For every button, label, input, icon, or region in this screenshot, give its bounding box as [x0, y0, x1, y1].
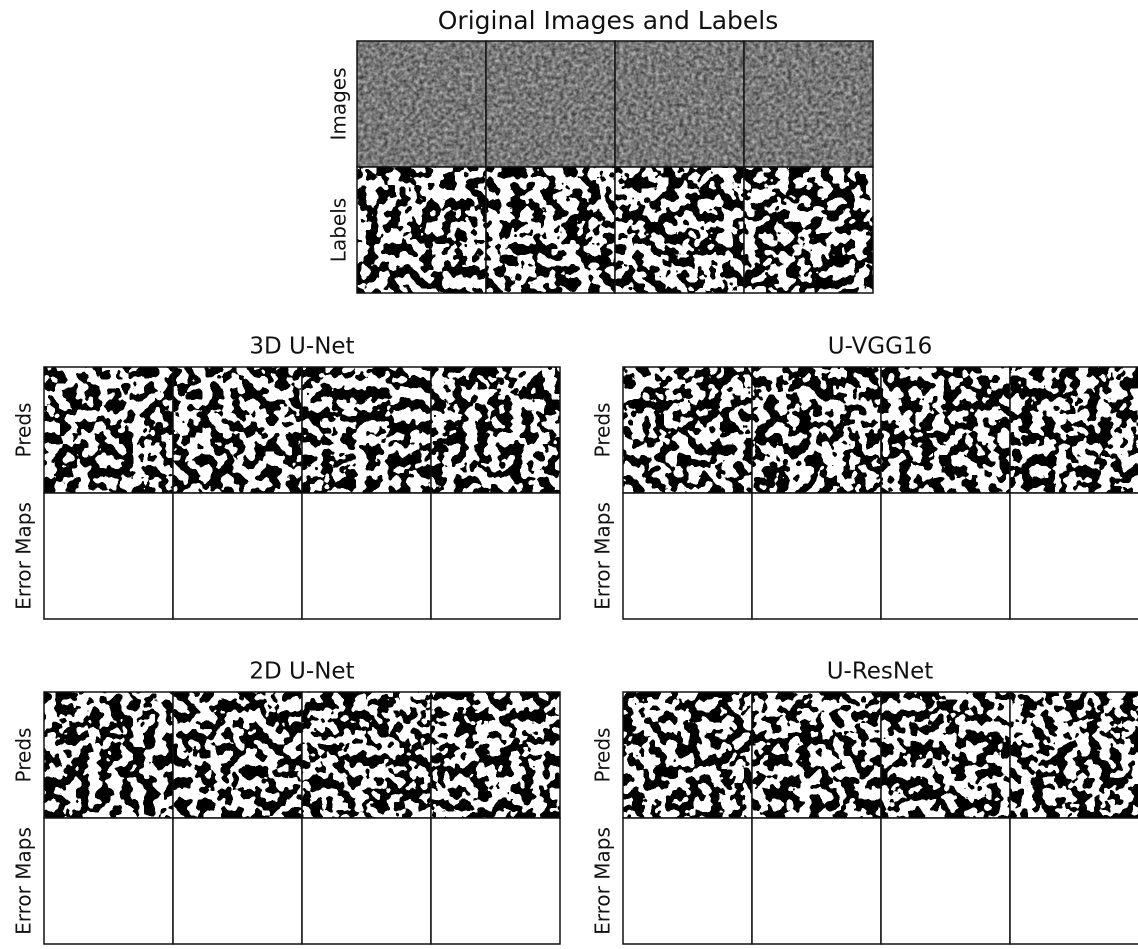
figure-title: Original Images and Labels — [438, 6, 779, 35]
image-tile — [486, 167, 615, 293]
image-tile — [744, 41, 873, 167]
row-label: Preds — [12, 728, 36, 783]
image-tile — [1010, 818, 1138, 944]
image-tile — [615, 167, 744, 293]
image-tile — [44, 818, 173, 944]
image-tile — [752, 367, 881, 493]
image-tile — [173, 367, 302, 493]
image-tile — [173, 493, 302, 619]
image-tile — [1010, 493, 1138, 619]
image-tile — [431, 367, 560, 493]
row-label: Error Maps — [591, 827, 615, 935]
image-tile — [623, 367, 752, 493]
image-tile — [302, 493, 431, 619]
row-label: Error Maps — [12, 827, 36, 935]
image-tile — [44, 493, 173, 619]
image-tile — [881, 818, 1010, 944]
image-tile — [752, 818, 881, 944]
image-tile — [752, 493, 881, 619]
image-tile — [752, 692, 881, 818]
image-tile — [302, 367, 431, 493]
figure: Original Images and Labels Images Labels 3… — [0, 0, 1138, 949]
panel-title: 2D U-Net — [249, 659, 354, 685]
image-tile — [173, 692, 302, 818]
row-label: Error Maps — [591, 502, 615, 610]
image-tile — [173, 818, 302, 944]
image-tile — [302, 692, 431, 818]
image-tile — [881, 367, 1010, 493]
panel-title: U-ResNet — [827, 659, 934, 685]
image-tile — [357, 41, 486, 167]
image-tile — [623, 818, 752, 944]
panel-title: 3D U-Net — [249, 334, 354, 360]
image-tile — [1010, 367, 1138, 493]
row-label: Preds — [12, 403, 36, 458]
image-tile — [302, 818, 431, 944]
image-tile — [431, 493, 560, 619]
image-tile — [44, 367, 173, 493]
panel-title: U-VGG16 — [828, 334, 932, 360]
image-tile — [357, 167, 486, 293]
row-label: Images — [327, 67, 351, 140]
image-tile — [881, 493, 1010, 619]
image-tile — [744, 167, 873, 293]
image-tile — [44, 692, 173, 818]
row-label: Error Maps — [12, 502, 36, 610]
image-tile — [1010, 692, 1138, 818]
row-label: Labels — [327, 198, 351, 262]
image-tile — [615, 41, 744, 167]
image-tile — [431, 692, 560, 818]
image-tile — [623, 493, 752, 619]
image-tile — [881, 692, 1010, 818]
row-label: Preds — [591, 403, 615, 458]
image-tile — [486, 41, 615, 167]
row-label: Preds — [591, 728, 615, 783]
image-tile — [431, 818, 560, 944]
image-tile — [623, 692, 752, 818]
